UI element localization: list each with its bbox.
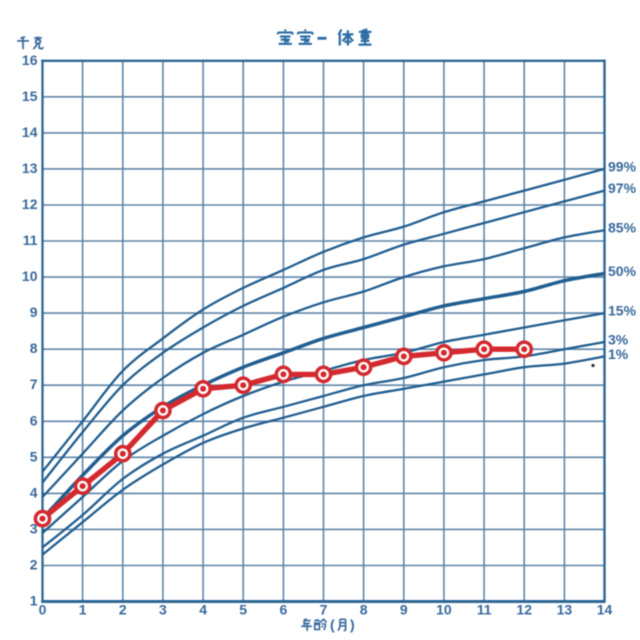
svg-text:): ) — [350, 617, 355, 633]
svg-text:10: 10 — [22, 268, 38, 284]
svg-text:7: 7 — [30, 376, 38, 392]
svg-text:6: 6 — [280, 602, 288, 618]
svg-text:5: 5 — [30, 448, 38, 464]
svg-text:6: 6 — [30, 412, 38, 428]
svg-text:4: 4 — [199, 602, 207, 618]
svg-text:2: 2 — [30, 557, 38, 573]
svg-text:5: 5 — [239, 602, 247, 618]
svg-text:97%: 97% — [608, 180, 637, 196]
svg-text:15: 15 — [22, 88, 38, 104]
svg-text:1: 1 — [79, 602, 87, 618]
svg-text:2: 2 — [119, 602, 127, 618]
svg-text:9: 9 — [30, 304, 38, 320]
svg-text:11: 11 — [477, 602, 492, 618]
svg-text:85%: 85% — [608, 220, 637, 236]
svg-text:4: 4 — [30, 484, 38, 500]
svg-text:10: 10 — [436, 602, 452, 618]
svg-text:9: 9 — [400, 602, 408, 618]
svg-text:15%: 15% — [608, 303, 637, 319]
svg-text:(: ( — [330, 617, 335, 633]
svg-text:1%: 1% — [608, 346, 629, 362]
svg-text:12: 12 — [516, 602, 532, 618]
svg-text:8: 8 — [30, 340, 38, 356]
svg-text:50%: 50% — [608, 263, 637, 279]
svg-text:11: 11 — [23, 232, 38, 248]
svg-text:3: 3 — [30, 520, 38, 536]
svg-text:14: 14 — [597, 602, 613, 618]
svg-text:14: 14 — [22, 124, 38, 140]
svg-text:3%: 3% — [608, 332, 629, 348]
svg-text:13: 13 — [22, 160, 38, 176]
svg-text:7: 7 — [320, 602, 328, 618]
svg-text:13: 13 — [557, 602, 573, 618]
svg-text:3: 3 — [159, 602, 167, 618]
svg-text:16: 16 — [22, 52, 38, 68]
svg-text:99%: 99% — [608, 158, 637, 174]
svg-text:12: 12 — [22, 196, 38, 212]
svg-text:0: 0 — [39, 602, 47, 618]
svg-text:1: 1 — [30, 593, 38, 609]
svg-text:8: 8 — [360, 602, 368, 618]
